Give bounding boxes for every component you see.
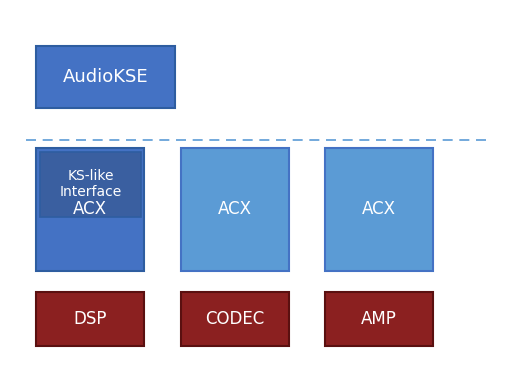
Text: ACX: ACX (362, 200, 396, 218)
FancyBboxPatch shape (325, 292, 433, 346)
FancyBboxPatch shape (325, 148, 433, 271)
Text: KS-like
Interface: KS-like Interface (59, 169, 122, 199)
Text: AMP: AMP (361, 310, 397, 328)
Text: DSP: DSP (74, 310, 107, 328)
FancyBboxPatch shape (36, 148, 144, 271)
Text: CODEC: CODEC (205, 310, 264, 328)
FancyBboxPatch shape (36, 292, 144, 346)
FancyBboxPatch shape (181, 148, 289, 271)
FancyBboxPatch shape (36, 46, 175, 108)
Text: ACX: ACX (73, 200, 107, 218)
Text: AudioKSE: AudioKSE (63, 68, 149, 86)
Text: ACX: ACX (218, 200, 252, 218)
FancyBboxPatch shape (40, 152, 141, 217)
FancyBboxPatch shape (181, 292, 289, 346)
